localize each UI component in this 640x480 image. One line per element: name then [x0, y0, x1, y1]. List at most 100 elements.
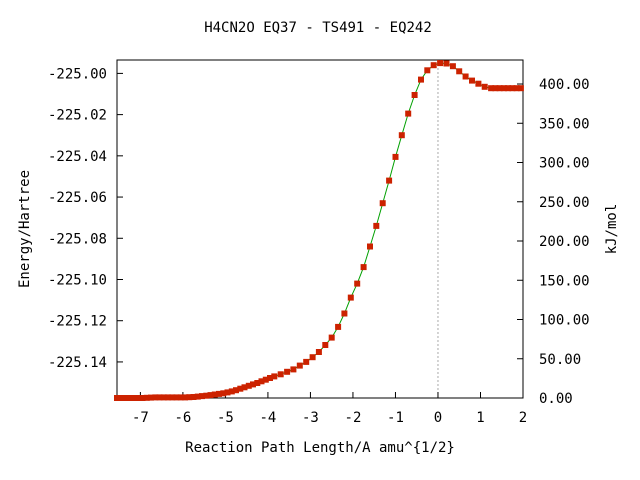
- data-point: [254, 380, 261, 386]
- data-point: [500, 85, 507, 92]
- y-tick-label: -225.04: [48, 149, 107, 165]
- data-point: [220, 390, 227, 397]
- data-point: [475, 80, 482, 87]
- data-point: [156, 394, 163, 401]
- data-point: [386, 177, 393, 184]
- x-tick-label: -1: [387, 410, 404, 426]
- plot-frame: [116, 59, 524, 399]
- data-point: [224, 389, 231, 396]
- data-point: [437, 60, 444, 67]
- data-point: [424, 67, 431, 74]
- data-point: [354, 280, 361, 287]
- axis-ticks: -7 -6 -5 -4 -3 -2 -1 0 1 2 -225.00 -225.02 -225.04 -2…: [48, 60, 590, 426]
- y2-tick-label: 50.00: [539, 352, 581, 368]
- data-point: [126, 395, 133, 401]
- data-point: [271, 373, 278, 380]
- data-point: [322, 342, 329, 348]
- data-point: [190, 394, 197, 400]
- data-point: [118, 395, 125, 401]
- y-tick-label: -225.08: [48, 231, 107, 247]
- data-point: [245, 382, 252, 389]
- x-tick-label: 0: [434, 410, 442, 426]
- data-point: [277, 371, 284, 378]
- x-tick-label: -2: [345, 410, 362, 426]
- y-tick-label: -225.12: [48, 314, 107, 330]
- y-tick-label: -225.02: [48, 108, 107, 124]
- y-tick-label: -225.14: [48, 355, 107, 371]
- data-point: [173, 394, 180, 401]
- data-point: [367, 243, 373, 250]
- x-tick-label: 2: [519, 410, 527, 426]
- data-point: [182, 394, 188, 401]
- data-point: [373, 222, 380, 229]
- data-point: [341, 310, 348, 317]
- y-tick-label: -225.10: [48, 272, 107, 288]
- data-point: [379, 200, 386, 207]
- y-tick-label: -225.00: [48, 66, 107, 82]
- data-point: [143, 394, 150, 401]
- data-point: [160, 394, 167, 401]
- data-point: [449, 63, 456, 70]
- y2-tick-label: 0.00: [539, 391, 573, 407]
- data-point: [405, 110, 412, 117]
- data-point: [315, 349, 322, 355]
- data-series: [114, 60, 524, 401]
- x-tick-label: -7: [132, 410, 149, 426]
- data-point: [284, 368, 291, 375]
- data-point: [469, 77, 475, 84]
- y2-tick-label: 200.00: [539, 234, 590, 250]
- data-point: [194, 393, 201, 400]
- data-point: [488, 85, 495, 92]
- data-point: [509, 85, 516, 92]
- series-line: [117, 62, 521, 399]
- y2-tick-label: 350.00: [539, 116, 590, 132]
- data-point: [241, 384, 248, 391]
- x-axis-label: Reaction Path Length/A amu^{1/2}: [185, 440, 455, 456]
- data-point: [114, 395, 120, 401]
- data-point: [513, 85, 520, 92]
- data-point: [165, 394, 171, 401]
- data-point: [309, 354, 316, 361]
- data-point: [296, 362, 303, 369]
- y2-tick-label: 250.00: [539, 195, 590, 211]
- data-point: [152, 394, 159, 401]
- data-point: [186, 394, 193, 401]
- data-point: [492, 85, 499, 92]
- data-point: [228, 388, 235, 395]
- y2-tick-label: 300.00: [539, 156, 590, 172]
- data-point: [392, 153, 399, 160]
- x-tick-label: 1: [476, 410, 484, 426]
- data-point: [233, 387, 239, 394]
- data-point: [496, 85, 503, 92]
- chart-title: H4CN2O EQ37 - TS491 - EQ242: [204, 20, 432, 36]
- data-point: [360, 264, 367, 271]
- data-point: [207, 392, 214, 399]
- data-point: [131, 395, 137, 401]
- data-point: [290, 366, 297, 373]
- data-point: [505, 85, 512, 92]
- data-point: [267, 375, 273, 381]
- data-point: [328, 334, 335, 341]
- y-tick-label: -225.06: [48, 190, 107, 206]
- data-point: [237, 385, 244, 392]
- data-point: [411, 92, 418, 98]
- data-point: [258, 378, 265, 385]
- y2-tick-label: 400.00: [539, 77, 590, 93]
- data-point: [135, 395, 142, 401]
- y2-tick-label: 100.00: [539, 313, 590, 329]
- data-point: [148, 394, 154, 401]
- data-point: [347, 294, 354, 301]
- data-point: [456, 68, 463, 75]
- data-point: [303, 358, 310, 365]
- data-point: [250, 381, 256, 388]
- y2-tick-label: 150.00: [539, 273, 590, 289]
- data-point: [211, 391, 218, 398]
- data-point: [462, 73, 469, 80]
- data-point: [139, 395, 146, 401]
- data-point: [418, 76, 424, 83]
- data-point: [398, 132, 405, 139]
- data-point: [335, 323, 342, 330]
- y2-axis-label: kJ/mol: [604, 204, 620, 255]
